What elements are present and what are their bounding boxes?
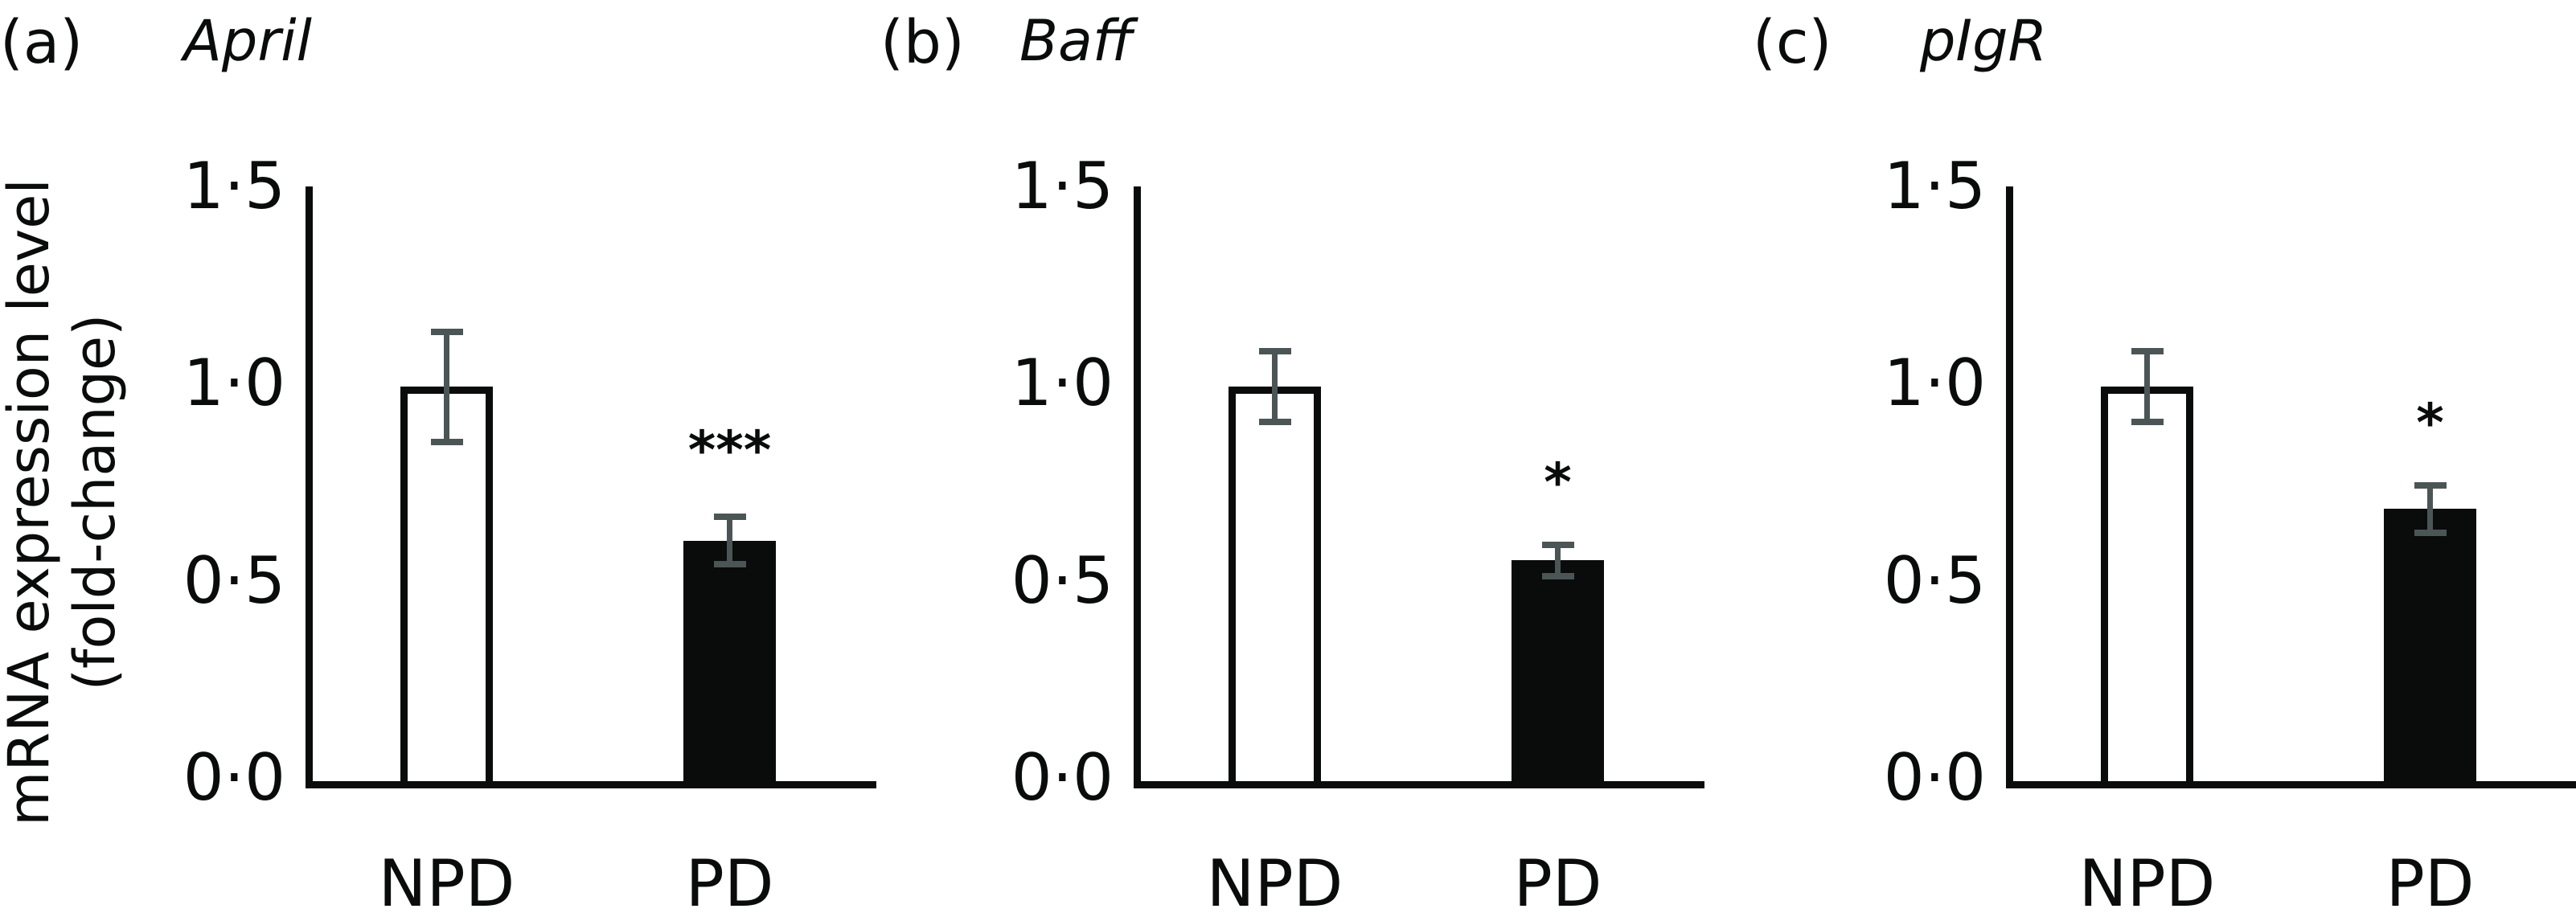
x-category-label: NPD <box>378 846 515 921</box>
y-tick-label: 1·5 <box>1011 149 1114 223</box>
y-tick-label: 1·5 <box>1883 149 1986 223</box>
y-tick-label: 0·0 <box>183 740 285 815</box>
y-axis-line <box>306 186 313 788</box>
panel-title-gene: pIgR <box>1920 8 2048 74</box>
y-tick-label: 0·0 <box>1011 740 1114 815</box>
error-bar-cap-top <box>430 328 463 335</box>
error-bar <box>2144 351 2150 423</box>
x-category-label: NPD <box>2078 846 2216 921</box>
x-category-label: PD <box>2385 846 2475 921</box>
error-bar <box>2427 485 2433 533</box>
y-axis-line <box>2006 186 2013 788</box>
error-bar-cap-bottom <box>430 439 463 446</box>
x-category-label: PD <box>1513 846 1602 921</box>
error-bar-cap-top <box>1541 541 1574 548</box>
error-bar-cap-top <box>2414 482 2447 489</box>
y-tick-label: 0·5 <box>1883 542 1986 618</box>
significance-marker: * <box>1544 451 1572 514</box>
significance-marker: * <box>2416 392 2444 454</box>
panel-title-gene: Baff <box>1019 8 1134 74</box>
panel-label: (c) <box>1753 8 1832 77</box>
significance-marker: *** <box>687 420 772 482</box>
error-bar-cap-bottom <box>713 561 746 568</box>
y-tick-label: 1·0 <box>183 346 285 421</box>
x-category-label: NPD <box>1206 846 1343 921</box>
x-axis-line <box>2006 781 2576 788</box>
error-bar-cap-bottom <box>1541 572 1574 579</box>
y-tick-label: 0·0 <box>1883 740 1986 815</box>
bar-npd <box>1229 387 1321 781</box>
bar-pd <box>1512 560 1604 781</box>
error-bar <box>727 517 732 565</box>
error-bar-cap-top <box>2131 348 2164 355</box>
y-tick-label: 1·0 <box>1883 346 1986 421</box>
bar-npd <box>2101 387 2193 781</box>
y-axis-line <box>1134 186 1141 788</box>
error-bar-cap-bottom <box>1258 419 1291 426</box>
error-bar <box>1555 544 1561 576</box>
panel-label: (b) <box>880 8 965 77</box>
error-bar-cap-bottom <box>2414 529 2447 536</box>
x-axis-line <box>306 781 876 788</box>
bar-pd <box>683 540 776 781</box>
error-bar-cap-top <box>713 514 746 521</box>
error-bar <box>444 331 449 442</box>
panel-title-gene: April <box>183 8 312 74</box>
bar-pd <box>2384 509 2476 781</box>
y-tick-label: 1·0 <box>1011 346 1114 421</box>
y-tick-label: 0·5 <box>183 542 285 618</box>
x-axis-line <box>1134 781 1704 788</box>
y-tick-label: 0·5 <box>1011 542 1114 618</box>
error-bar-cap-top <box>1258 348 1291 355</box>
panel-label: (a) <box>0 8 84 77</box>
error-bar <box>1272 351 1278 423</box>
error-bar-cap-bottom <box>2131 419 2164 426</box>
x-category-label: PD <box>685 846 774 921</box>
y-tick-label: 1·5 <box>183 149 285 223</box>
